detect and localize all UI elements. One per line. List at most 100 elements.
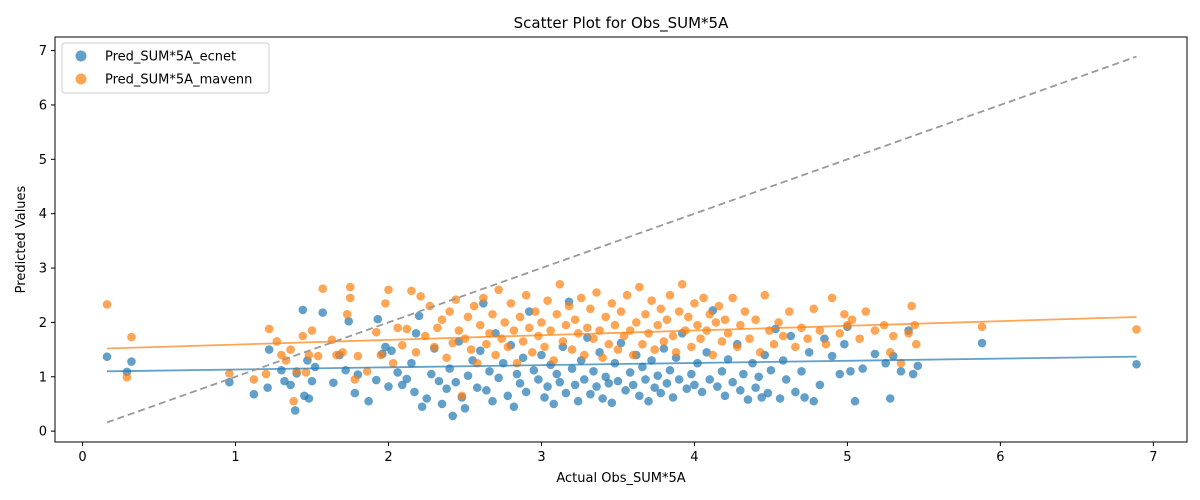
data-point [434, 376, 444, 386]
data-point [821, 339, 831, 349]
data-point [827, 293, 837, 303]
data-point [518, 337, 528, 346]
data-point [263, 383, 272, 392]
data-point [384, 382, 393, 391]
data-point [567, 345, 577, 354]
data-point [264, 345, 274, 354]
data-point [350, 388, 360, 398]
data-point [659, 337, 669, 346]
data-point [797, 367, 806, 376]
data-point [364, 396, 373, 406]
data-point [910, 320, 920, 330]
data-point [509, 402, 519, 411]
data-point [454, 326, 464, 335]
data-point [387, 346, 396, 355]
data-point [896, 367, 906, 376]
data-point [687, 369, 696, 379]
data-point [743, 395, 753, 404]
data-point [659, 344, 669, 353]
data-point [641, 375, 650, 384]
data-point [751, 315, 760, 324]
x-tick-label: 1 [231, 450, 239, 465]
data-point [766, 365, 776, 375]
data-point [625, 326, 635, 335]
data-point [463, 312, 473, 322]
y-axis-ticks: 0 1 2 3 4 5 6 7 [39, 44, 55, 440]
data-point [264, 324, 274, 334]
data-point [564, 301, 574, 311]
data-point [534, 375, 543, 384]
data-point [592, 288, 601, 297]
data-point [290, 406, 300, 415]
data-point [567, 364, 577, 373]
data-point [286, 345, 295, 354]
data-point [298, 331, 308, 341]
data-point [515, 312, 525, 322]
data-point [543, 296, 552, 305]
data-point [662, 315, 672, 324]
data-point [422, 394, 432, 403]
data-point [531, 307, 540, 316]
data-point [576, 293, 586, 303]
data-point [621, 386, 630, 395]
data-point [631, 318, 641, 327]
data-point [488, 309, 497, 319]
plot-frame [54, 36, 1188, 443]
data-point [786, 331, 796, 341]
data-point [635, 282, 644, 292]
data-point [674, 307, 684, 316]
data-point [697, 387, 707, 397]
data-point [690, 380, 699, 390]
data-point [555, 280, 565, 289]
data-point [318, 284, 328, 293]
data-point [427, 369, 436, 379]
data-point [503, 391, 513, 401]
data-point [338, 348, 347, 357]
data-point [410, 387, 419, 397]
data-point [607, 398, 617, 408]
data-point [739, 369, 748, 379]
data-point [411, 328, 421, 338]
data-point [687, 342, 696, 352]
data-point [353, 351, 363, 361]
data-point [371, 327, 381, 337]
data-point [850, 396, 860, 406]
y-tick-label: 6 [39, 98, 47, 113]
data-point [604, 378, 614, 388]
data-point [610, 320, 620, 330]
data-point [457, 391, 467, 401]
data-point [644, 396, 653, 406]
data-point [784, 307, 794, 316]
data-point [610, 358, 620, 368]
plot-marks [102, 55, 1141, 424]
data-point [717, 367, 727, 376]
data-point [460, 334, 470, 344]
data-point [416, 292, 425, 301]
data-point [433, 323, 442, 333]
data-point [705, 375, 715, 384]
data-point [827, 351, 837, 361]
data-point [650, 383, 659, 392]
data-point [506, 299, 516, 308]
data-point [728, 293, 737, 303]
data-point [674, 375, 684, 384]
data-point [280, 376, 289, 386]
data-point [717, 337, 727, 346]
data-point [861, 307, 871, 316]
data-point [815, 326, 825, 335]
data-point [791, 342, 800, 352]
data-point [448, 411, 458, 421]
data-point [127, 357, 136, 366]
data-point [407, 286, 416, 296]
data-point [466, 345, 476, 354]
data-point [586, 389, 595, 399]
identity-line [106, 55, 1137, 424]
data-point [696, 334, 705, 344]
legend-label-mavenn: Pred_SUM*5A_mavenn [105, 73, 252, 88]
data-point [613, 376, 623, 386]
data-point [846, 367, 855, 376]
data-point [653, 320, 663, 330]
data-point [445, 307, 454, 316]
data-point [1132, 359, 1141, 369]
legend-label-ecnet: Pred_SUM*5A_ecnet [105, 50, 236, 65]
